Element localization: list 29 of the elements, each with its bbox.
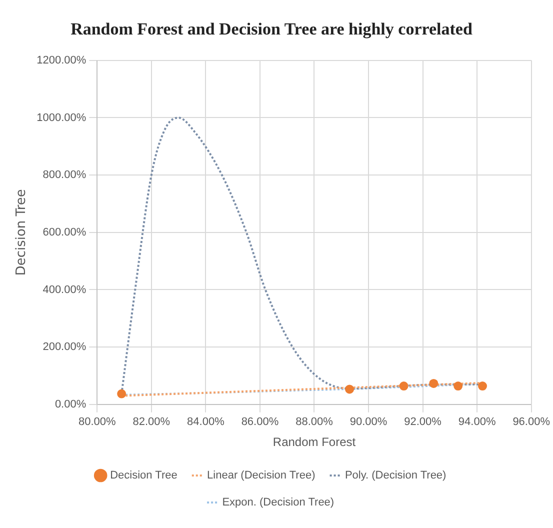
x-tick-label: 94.00% <box>458 416 496 428</box>
x-axis-title: Random Forest <box>272 435 356 450</box>
legend-label: Poly. (Decision Tree) <box>344 470 446 482</box>
y-tick-label: 800.00% <box>42 169 86 182</box>
x-tick-label: 90.00% <box>350 416 388 428</box>
point <box>454 382 463 391</box>
y-tick-label: 600.00% <box>42 226 86 238</box>
y-tick-label: 0.00% <box>54 398 86 410</box>
point <box>117 389 126 398</box>
y-tick-label: 1200.00% <box>36 54 86 66</box>
y-axis-title: Decision Tree <box>14 189 30 276</box>
point <box>478 382 487 391</box>
legend-label: Decision Tree <box>110 470 178 482</box>
x-tick-label: 88.00% <box>296 416 334 428</box>
x-tick-label: 80.00% <box>78 416 116 428</box>
legend-label: Linear (Decision Tree) <box>207 470 316 482</box>
x-tick-label: 86.00% <box>241 416 279 428</box>
x-tick-label: 82.00% <box>132 416 170 428</box>
point <box>399 382 408 391</box>
y-tick-label: 1000.00% <box>36 112 86 124</box>
x-tick-label: 92.00% <box>404 416 442 428</box>
x-tick-label: 96.00% <box>512 416 550 428</box>
y-tick-label: 400.00% <box>42 284 86 296</box>
point <box>429 378 438 388</box>
chart-title: Random Forest and Decision Tree are highly correlated <box>70 20 473 39</box>
y-tick-label: 200.00% <box>42 341 86 354</box>
legend-label: Expon. (Decision Tree) <box>222 496 334 509</box>
point <box>345 384 354 394</box>
x-tick-label: 84.00% <box>187 416 225 428</box>
